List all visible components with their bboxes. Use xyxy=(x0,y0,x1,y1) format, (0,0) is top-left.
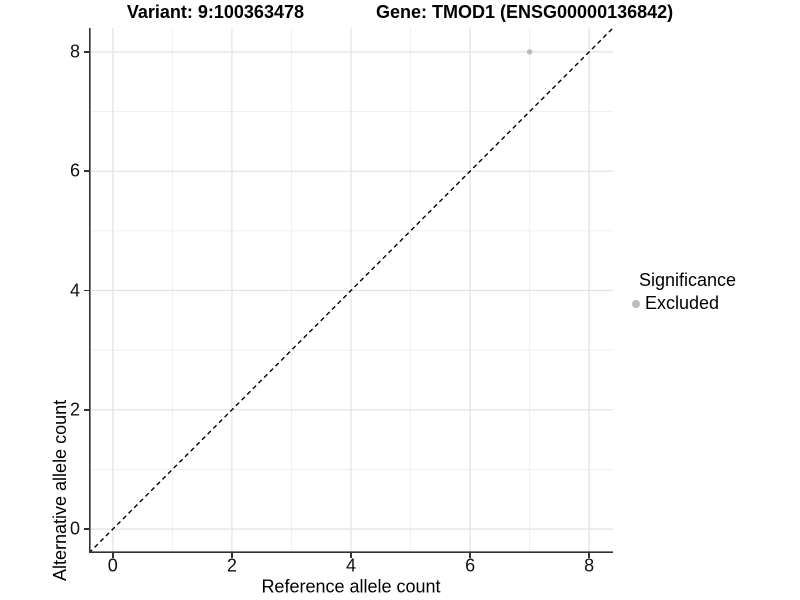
data-point xyxy=(526,49,533,55)
x-tick-label: 8 xyxy=(584,555,595,576)
gene-title: Gene: TMOD1 (ENSG00000136842) xyxy=(376,2,674,22)
x-tick-label: 0 xyxy=(107,555,118,576)
legend-item-label: Excluded xyxy=(645,293,720,313)
legend-key-dot-icon xyxy=(632,299,640,308)
legend-title: Significance xyxy=(639,270,737,290)
plot-panel xyxy=(89,28,613,553)
y-tick-label: 4 xyxy=(69,280,80,300)
y-axis-title: Alternative allele count xyxy=(50,399,70,581)
plot-panel-svg xyxy=(89,28,613,553)
x-tick-mark xyxy=(112,553,114,558)
y-tick-label: 2 xyxy=(69,399,80,420)
x-tick-label: 4 xyxy=(345,555,357,576)
variant-title: Variant: 9:100363478 xyxy=(126,2,304,22)
x-tick-mark xyxy=(469,553,471,558)
x-tick-label: 6 xyxy=(465,555,476,576)
y-tick-label: 6 xyxy=(69,160,80,181)
legend: Significance Excluded xyxy=(632,270,736,314)
identity-line xyxy=(89,28,613,553)
x-tick-mark xyxy=(350,553,352,558)
plot-titles: Variant: 9:100363478 Gene: TMOD1 (ENSG00… xyxy=(0,2,800,23)
y-tick-label: 8 xyxy=(69,41,80,62)
x-tick-mark xyxy=(588,553,590,558)
y-tick-label: 0 xyxy=(69,518,80,539)
x-axis-title: Reference allele count xyxy=(261,576,441,597)
x-tick-mark xyxy=(231,553,233,558)
legend-item: Excluded xyxy=(632,293,736,314)
x-tick-label: 2 xyxy=(226,555,237,576)
